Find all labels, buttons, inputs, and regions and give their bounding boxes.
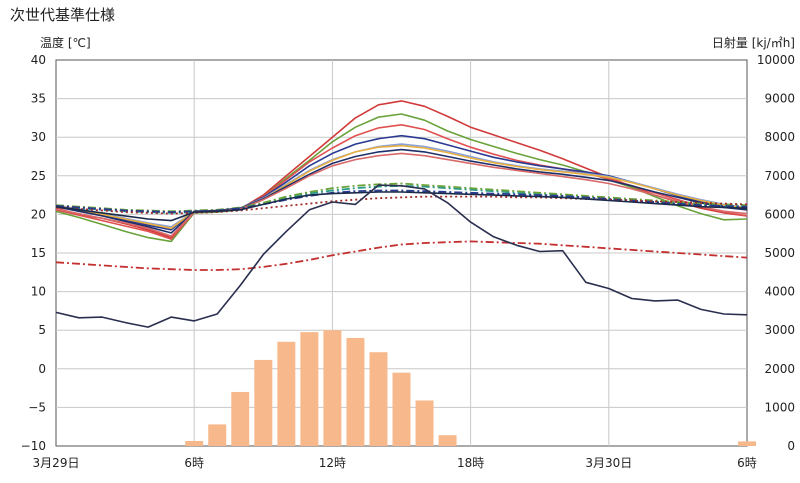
chart-title: 次世代基準仕様	[10, 6, 115, 24]
solar-bar	[415, 400, 434, 446]
solar-bar	[369, 352, 388, 446]
x-axis-ticks: 3月29日 6時 12時 18時 3月30日 6時	[33, 456, 757, 470]
temperature-series-line	[55, 124, 748, 240]
y-right-tick-label: 3000	[764, 323, 795, 337]
y-left-tick-label: 25	[31, 169, 46, 183]
solar-bar	[300, 332, 319, 446]
temperature-series-line	[55, 195, 748, 215]
solar-bar	[185, 440, 204, 446]
solar-radiation-bars	[185, 330, 756, 446]
y-left-tick-label: 10	[31, 285, 46, 299]
y-right-tick-label: 4000	[764, 285, 795, 299]
solar-bar	[346, 337, 365, 446]
y-right-tick-label: 5000	[764, 246, 795, 260]
y-axis-right-label: 日射量 [kj/㎡h]	[712, 35, 795, 50]
x-tick-label: 3月29日	[33, 456, 80, 470]
temperature-lines	[55, 100, 748, 328]
y-left-tick-label: −10	[21, 439, 46, 453]
solar-bar	[254, 359, 273, 446]
x-tick-label: 6時	[184, 456, 204, 470]
x-tick-label: 6時	[737, 456, 757, 470]
y-right-tick-label: 8000	[764, 130, 795, 144]
y-left-tick-label: 20	[31, 207, 46, 221]
y-right-tick-label: 2000	[764, 362, 795, 376]
temperature-series-line	[55, 144, 748, 230]
y-axis-left-label: 温度 [℃]	[40, 35, 91, 50]
y-left-tick-label: 5	[38, 323, 46, 337]
temperature-series-line	[55, 148, 748, 234]
y-left-tick-label: 30	[31, 130, 46, 144]
y-right-tick-label: 1000	[764, 400, 795, 414]
y-right-tick-label: 9000	[764, 92, 795, 106]
y-left-tick-label: 35	[31, 92, 46, 106]
y-left-tick-label: 0	[38, 362, 46, 376]
x-tick-label: 12時	[319, 456, 346, 470]
solar-bar	[208, 424, 227, 446]
x-tick-label: 3月30日	[585, 456, 632, 470]
y-axis-left-ticks: 40 35 30 25 20 15 10 5 0 −5 −10	[21, 53, 46, 453]
y-left-tick-label: 15	[31, 246, 46, 260]
x-tick-label: 18時	[457, 456, 484, 470]
solar-bar	[438, 435, 457, 446]
y-axis-right-ticks: 1000090008000700060005000400030002000100…	[757, 53, 795, 453]
solar-bar	[392, 372, 411, 446]
y-right-tick-label: 6000	[764, 207, 795, 221]
solar-bar	[738, 441, 756, 446]
temperature-series-line	[55, 100, 748, 239]
solar-bar	[277, 341, 296, 446]
y-left-tick-label: −5	[28, 400, 46, 414]
solar-bar	[323, 330, 342, 446]
y-right-tick-label: 0	[787, 439, 795, 453]
temperature-series-line	[55, 184, 748, 328]
temperature-series-line	[55, 152, 748, 237]
y-right-tick-label: 7000	[764, 169, 795, 183]
temperature-series-line	[55, 240, 748, 271]
solar-bar	[231, 391, 250, 446]
temperature-series-line	[55, 189, 748, 214]
temperature-series-line	[55, 113, 748, 243]
y-left-tick-label: 40	[31, 53, 46, 67]
temperature-series-line	[55, 191, 748, 222]
y-right-tick-label: 10000	[757, 53, 795, 67]
